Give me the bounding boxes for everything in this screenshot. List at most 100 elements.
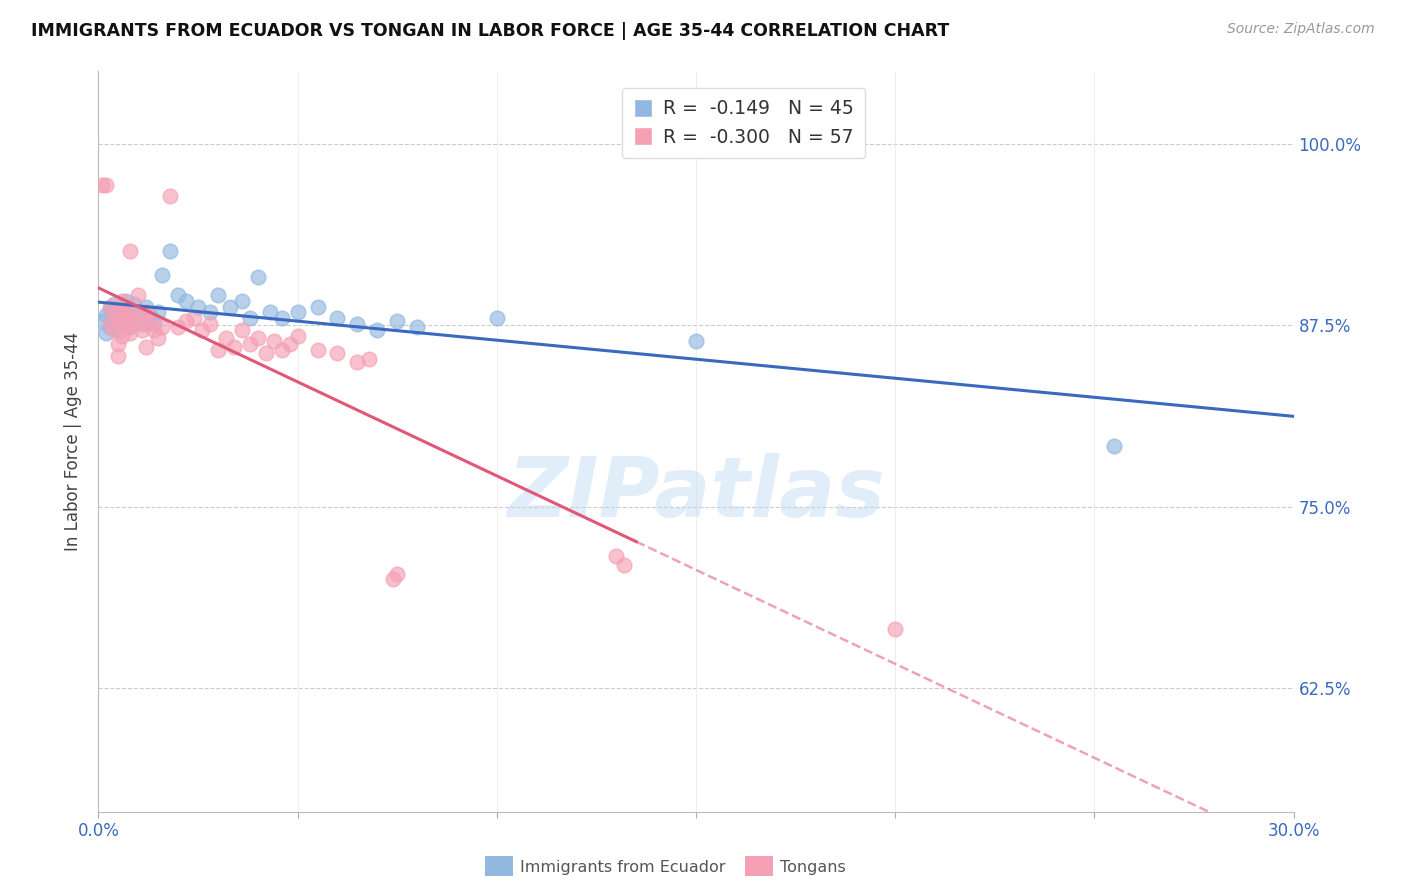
- Point: [198, 305, 221, 319]
- Point: [98, 300, 122, 314]
- Point: [103, 323, 125, 337]
- Legend: R =  -0.149   N = 45, R =  -0.300   N = 57: R = -0.149 N = 45, R = -0.300 N = 57: [621, 88, 866, 158]
- Point: [143, 317, 166, 331]
- Point: [115, 311, 138, 326]
- Point: [127, 305, 149, 319]
- Point: [685, 334, 707, 349]
- Point: [231, 293, 253, 308]
- Point: [98, 302, 122, 317]
- Point: [183, 311, 205, 326]
- Point: [605, 549, 627, 564]
- Point: [263, 334, 285, 349]
- Point: [115, 319, 138, 334]
- Point: [135, 305, 157, 319]
- Point: [120, 302, 142, 317]
- Text: ZIPatlas: ZIPatlas: [508, 453, 884, 534]
- Point: [103, 296, 125, 310]
- Point: [174, 293, 197, 308]
- Point: [207, 288, 229, 302]
- Point: [91, 314, 114, 328]
- Point: [135, 300, 157, 314]
- Text: Source: ZipAtlas.com: Source: ZipAtlas.com: [1227, 22, 1375, 37]
- Point: [326, 346, 349, 360]
- Point: [143, 323, 166, 337]
- Point: [191, 323, 214, 337]
- Point: [115, 305, 138, 319]
- Point: [884, 622, 907, 636]
- Point: [120, 311, 142, 326]
- Point: [385, 566, 409, 581]
- Point: [254, 346, 277, 360]
- Point: [98, 317, 122, 331]
- Text: IMMIGRANTS FROM ECUADOR VS TONGAN IN LABOR FORCE | AGE 35-44 CORRELATION CHART: IMMIGRANTS FROM ECUADOR VS TONGAN IN LAB…: [31, 22, 949, 40]
- Point: [366, 323, 388, 337]
- Point: [107, 307, 129, 321]
- Point: [246, 270, 269, 285]
- Point: [270, 343, 292, 357]
- Point: [124, 317, 146, 331]
- Point: [385, 314, 409, 328]
- Point: [613, 558, 636, 572]
- Point: [139, 308, 162, 322]
- Point: [98, 319, 122, 334]
- Text: Immigrants from Ecuador: Immigrants from Ecuador: [520, 860, 725, 874]
- Point: [148, 305, 170, 319]
- Point: [287, 305, 309, 319]
- Point: [198, 317, 221, 331]
- Point: [215, 331, 238, 345]
- Point: [107, 349, 129, 363]
- Point: [346, 354, 368, 368]
- Point: [120, 326, 142, 340]
- Point: [307, 300, 329, 314]
- Point: [359, 351, 381, 366]
- Point: [96, 308, 118, 322]
- Point: [115, 302, 138, 317]
- Point: [111, 293, 134, 308]
- Point: [111, 311, 134, 326]
- Point: [222, 340, 245, 354]
- Point: [107, 323, 129, 337]
- Point: [96, 178, 118, 192]
- Point: [231, 323, 253, 337]
- Point: [135, 340, 157, 354]
- Point: [219, 300, 242, 314]
- Point: [124, 296, 146, 310]
- Point: [174, 314, 197, 328]
- Point: [278, 337, 301, 351]
- Point: [139, 314, 162, 328]
- Point: [131, 323, 153, 337]
- Point: [346, 317, 368, 331]
- Point: [127, 308, 149, 322]
- Point: [187, 300, 209, 314]
- Point: [103, 314, 125, 328]
- Point: [326, 311, 349, 326]
- Point: [150, 268, 173, 282]
- Point: [159, 244, 181, 259]
- Point: [167, 288, 190, 302]
- Point: [120, 244, 142, 259]
- Point: [103, 308, 125, 322]
- Point: [159, 189, 181, 203]
- Point: [485, 311, 508, 326]
- Point: [120, 319, 142, 334]
- Point: [406, 319, 429, 334]
- Point: [239, 311, 262, 326]
- Point: [167, 319, 190, 334]
- Point: [111, 328, 134, 343]
- Point: [91, 178, 114, 192]
- Y-axis label: In Labor Force | Age 35-44: In Labor Force | Age 35-44: [65, 332, 83, 551]
- Point: [150, 319, 173, 334]
- Point: [111, 317, 134, 331]
- Point: [96, 326, 118, 340]
- Point: [107, 317, 129, 331]
- Point: [287, 328, 309, 343]
- Point: [148, 331, 170, 345]
- Point: [259, 305, 281, 319]
- Point: [270, 311, 292, 326]
- Point: [111, 300, 134, 314]
- Point: [239, 337, 262, 351]
- Point: [246, 331, 269, 345]
- Text: Tongans: Tongans: [780, 860, 846, 874]
- Point: [107, 337, 129, 351]
- Point: [135, 317, 157, 331]
